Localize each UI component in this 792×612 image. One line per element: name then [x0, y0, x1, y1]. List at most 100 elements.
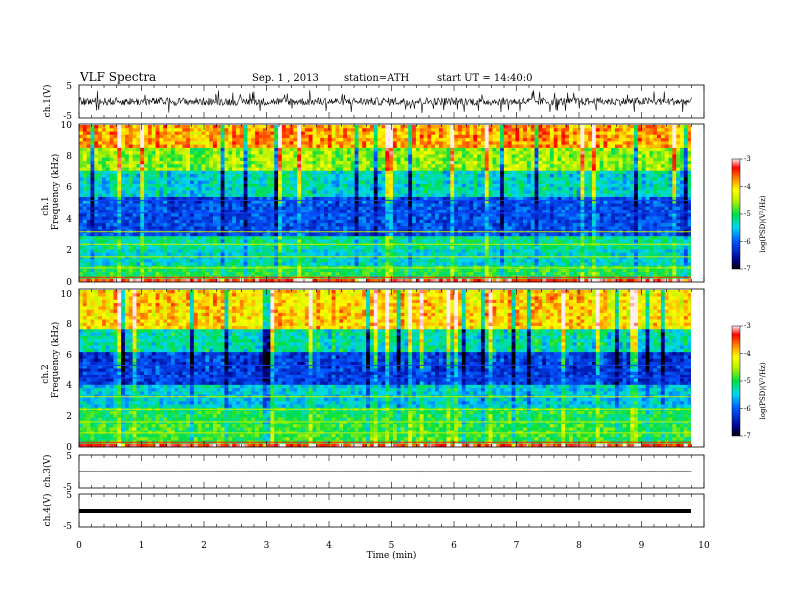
- spectrogram-cell: [113, 164, 118, 168]
- spectrogram-cell: [519, 144, 524, 149]
- spectrogram-cell: [243, 128, 248, 132]
- spectrogram-cell: [224, 147, 229, 152]
- spectrogram-cell: [201, 183, 206, 188]
- spectrogram-cell: [79, 160, 84, 165]
- spectrogram-cell: [484, 170, 490, 175]
- spectrogram-cell: [346, 154, 352, 159]
- spectrogram-cell: [446, 125, 451, 129]
- spectrogram-cell: [128, 226, 133, 231]
- spectrogram-cell: [381, 157, 386, 162]
- spectrogram-cell: [205, 160, 210, 165]
- spectrogram-cell: [274, 160, 279, 165]
- spectrogram-cell: [190, 180, 195, 185]
- spectrogram-cell: [362, 196, 367, 201]
- spectrogram-cell: [174, 147, 179, 152]
- spectrogram-cell: [415, 210, 421, 214]
- spectrogram-cell: [614, 219, 620, 224]
- spectrogram-cell: [228, 203, 233, 208]
- spectrogram-cell: [258, 190, 264, 195]
- spectrogram-cell: [500, 190, 505, 195]
- spectrogram-cell: [346, 138, 352, 142]
- spectrogram-cell: [618, 183, 623, 188]
- spectrogram-cell: [90, 167, 95, 172]
- spectrogram-cell: [461, 223, 467, 227]
- spectrogram-cell: [167, 164, 172, 168]
- spectrogram-cell: [404, 174, 409, 178]
- spectrogram-cell: [515, 203, 520, 208]
- spectrogram-cell: [672, 141, 677, 146]
- spectrogram-cell: [235, 144, 241, 149]
- spectrogram-cell: [297, 196, 302, 201]
- spectrogram-cell: [500, 125, 505, 129]
- spectrogram-cell: [538, 206, 543, 211]
- spectrogram-cell: [193, 141, 199, 146]
- spectrogram-cell: [507, 134, 512, 139]
- spectrogram-cell: [584, 203, 589, 208]
- spectrogram-cell: [553, 183, 558, 188]
- spectrogram-cell: [657, 170, 662, 175]
- spectrogram-cell: [90, 219, 95, 224]
- spectrogram-cell: [101, 203, 107, 208]
- spectrogram-cell: [124, 210, 130, 214]
- spectrogram-cell: [320, 167, 325, 172]
- spectrogram-cell: [657, 157, 662, 162]
- spectrogram-cell: [389, 216, 394, 221]
- spectrogram-cell: [239, 177, 245, 181]
- spectrogram-cell: [584, 144, 589, 149]
- spectrogram-cell: [473, 210, 478, 214]
- spectrogram-cell: [297, 216, 302, 221]
- spectrogram-cell: [274, 174, 279, 178]
- spectrogram-cell: [274, 180, 279, 185]
- spectrogram-cell: [595, 190, 601, 195]
- spectrogram-cell: [377, 174, 382, 178]
- spectrogram-cell: [576, 141, 581, 146]
- spectrogram-cell: [266, 190, 271, 195]
- spectrogram-cell: [450, 125, 455, 129]
- spectrogram-cell: [82, 216, 88, 221]
- spectrogram-cell: [519, 174, 524, 178]
- spectrogram-cell: [419, 203, 424, 208]
- spectrogram-cell: [423, 196, 428, 201]
- spectrogram-cell: [503, 154, 509, 159]
- spectrogram-cell: [190, 203, 195, 208]
- spectrogram-cell: [258, 174, 264, 178]
- spectrogram-cell: [465, 213, 470, 217]
- spectrogram-cell: [205, 213, 210, 217]
- spectrogram-cell: [170, 210, 176, 214]
- spectrogram-cell: [500, 200, 505, 204]
- spectrogram-cell: [132, 128, 137, 132]
- spectrogram-cell: [358, 190, 363, 195]
- spectrogram-cell: [653, 141, 658, 146]
- spectrogram-cell: [362, 164, 367, 168]
- spectrogram-cell: [480, 154, 486, 159]
- spectrogram-cell: [649, 125, 654, 129]
- spectrogram-cell: [480, 203, 486, 208]
- spectrogram-cell: [327, 154, 333, 159]
- spectrogram-cell: [488, 206, 493, 211]
- spectrogram-cell: [534, 210, 539, 214]
- spectrogram-cell: [209, 210, 214, 214]
- spectrogram-cell: [454, 138, 459, 142]
- spectrogram-cell: [335, 203, 340, 208]
- spectrogram-cell: [331, 203, 336, 208]
- spectrogram-cell: [331, 190, 336, 195]
- spectrogram-cell: [637, 180, 643, 185]
- spectrogram-cell: [324, 164, 329, 168]
- spectrogram-cell: [94, 125, 99, 129]
- spectrogram-cell: [634, 138, 639, 142]
- spectrogram-cell: [105, 151, 111, 155]
- spectrogram-cell: [385, 190, 390, 195]
- start-time-label: start UT = 14:40:0: [437, 73, 532, 84]
- spectrogram-cell: [618, 151, 623, 155]
- spectrogram-cell: [457, 183, 463, 188]
- spectrogram-cell: [327, 164, 333, 168]
- spectrogram-cell: [209, 203, 214, 208]
- ch1-waveform-ylabel: ch.1(V): [42, 85, 53, 118]
- spectrogram-cell: [289, 206, 294, 211]
- spectrogram-cell: [469, 174, 474, 178]
- spectrogram-cell: [599, 203, 604, 208]
- spectrogram-cell: [442, 164, 447, 168]
- spectrogram-cell: [209, 190, 214, 195]
- spectrogram-cell: [182, 177, 187, 181]
- spectrogram-cell: [281, 206, 287, 211]
